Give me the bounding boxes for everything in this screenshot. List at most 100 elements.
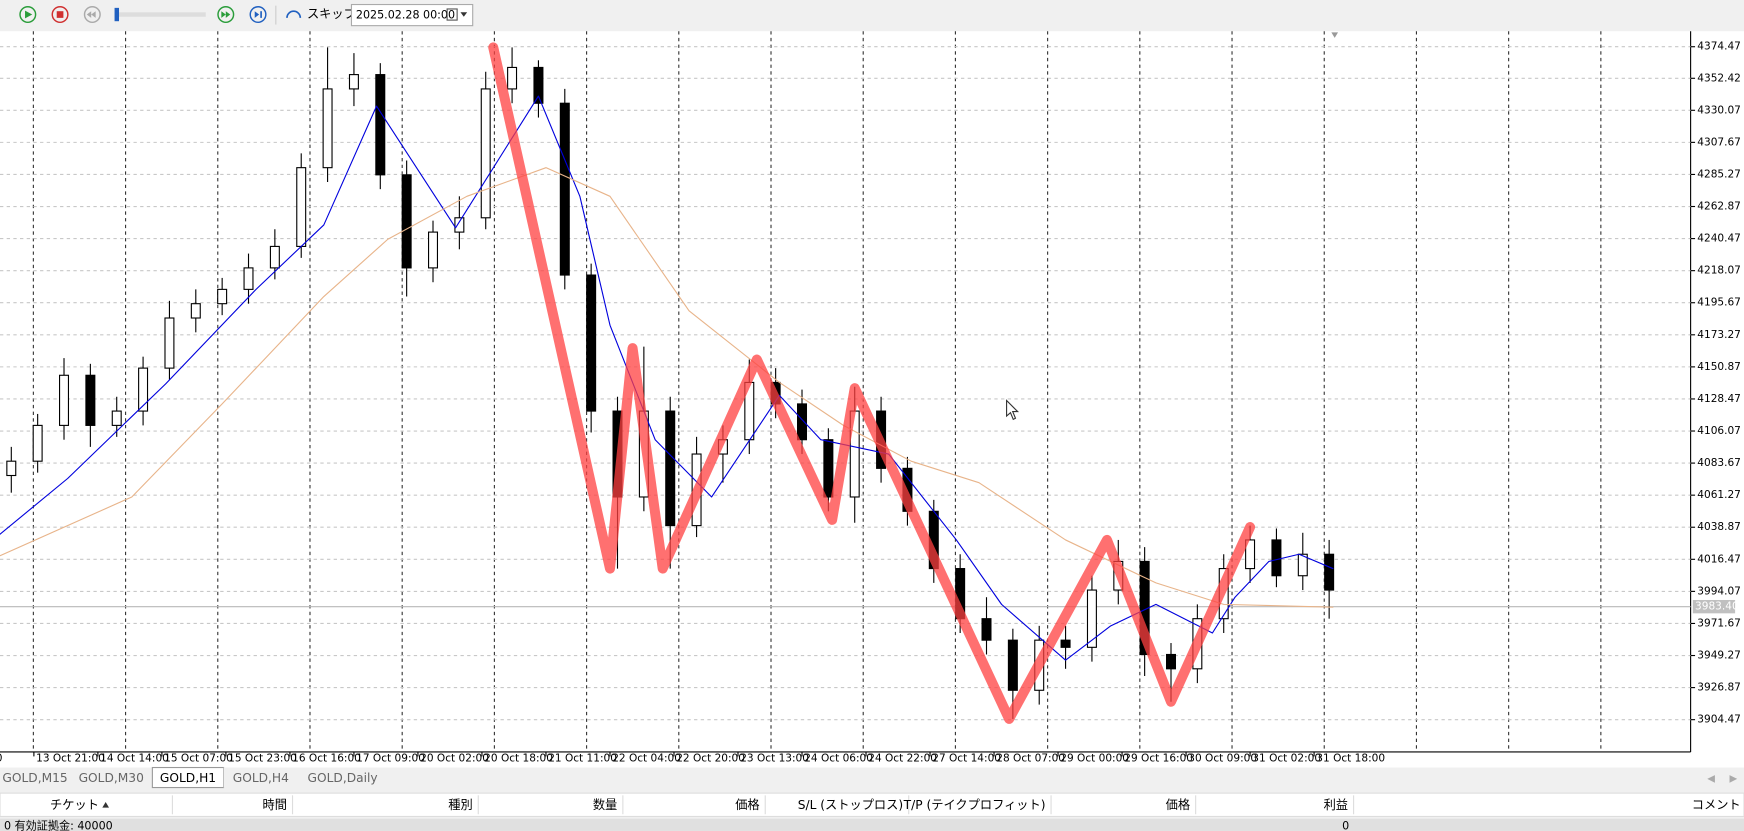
- tab-label[interactable]: GOLD,M30: [79, 771, 144, 785]
- scroll-right[interactable]: ▶: [1730, 774, 1738, 785]
- y-tick-label: 3949.27: [1697, 650, 1741, 662]
- candle-body: [480, 88, 491, 219]
- candle-body: [823, 439, 834, 498]
- y-tick-label: 4240.47: [1697, 233, 1741, 245]
- y-tick-label: 4218.07: [1697, 265, 1741, 277]
- mouse-cursor: [1006, 399, 1020, 421]
- candle-body: [375, 74, 386, 176]
- y-tick-label: 4150.87: [1697, 361, 1741, 373]
- x-tick-label: 20 Oct 18:00: [484, 753, 553, 765]
- y-tick-label: 4285.27: [1697, 168, 1741, 180]
- date-box[interactable]: [350, 3, 474, 27]
- shift-marker: [1331, 32, 1339, 38]
- play-button[interactable]: [19, 6, 37, 24]
- table-headers: チケット 時間 種別 数量 価格 S/L (ストップロス) T/P (テイクプロフィット) 価…: [50, 795, 1741, 815]
- rewind-button[interactable]: [83, 6, 101, 24]
- skip-icon[interactable]: [286, 10, 302, 18]
- fast-forward-button[interactable]: [217, 6, 235, 24]
- x-tick-label: 29 Oct 16:00: [1124, 753, 1193, 765]
- status-row: [0, 818, 1744, 831]
- column-header[interactable]: 価格: [1166, 797, 1190, 812]
- column-header[interactable]: 種別: [448, 798, 472, 812]
- y-tick-label: 4352.42: [1697, 72, 1741, 84]
- candle-body: [586, 274, 597, 412]
- tab-bar: [0, 767, 1744, 789]
- candle-body: [1086, 589, 1097, 648]
- candle-body: [1324, 553, 1335, 591]
- tab-label[interactable]: GOLD,M15: [2, 771, 67, 785]
- candle-body: [1060, 639, 1071, 648]
- y-tick-label: 4061.27: [1697, 489, 1741, 501]
- x-tick-label: 28 Oct 07:00: [996, 753, 1065, 765]
- column-header[interactable]: 時間: [263, 798, 287, 812]
- slider-thumb[interactable]: [114, 7, 120, 22]
- y-tick-label: 4038.87: [1697, 521, 1741, 533]
- y-tick-label: 4173.27: [1697, 329, 1741, 341]
- candle-body: [665, 410, 676, 527]
- x-tick-label: 27 Oct 14:00: [932, 753, 1001, 765]
- skip-label[interactable]: スキップ: [307, 7, 357, 21]
- x-tick-label: 13 Oct 21:00: [36, 753, 105, 765]
- tab[interactable]: [298, 767, 388, 788]
- candle-body: [348, 74, 359, 90]
- tab-label[interactable]: GOLD,H4: [233, 771, 289, 785]
- column-header[interactable]: 数量: [593, 797, 617, 812]
- x-tick-label: 15 Oct 23:00: [228, 753, 297, 765]
- date-value[interactable]: 2025.02.28 00:00: [356, 9, 455, 22]
- indicator-line: [0, 95, 1334, 661]
- tab[interactable]: [70, 767, 153, 788]
- y-tick-label: 4128.47: [1697, 393, 1741, 405]
- x-tick-label: 31 Oct 18:00: [1316, 753, 1385, 765]
- candle-body: [190, 303, 201, 319]
- candle-body: [322, 88, 333, 169]
- candle-body: [454, 217, 465, 233]
- candle-body: [217, 288, 228, 305]
- calendar-icon[interactable]: [446, 8, 458, 21]
- column-header[interactable]: チケット: [50, 798, 99, 812]
- candle-body: [533, 66, 544, 104]
- current-price-box: [1692, 599, 1736, 614]
- column-header[interactable]: 利益: [1324, 798, 1348, 812]
- x-tick-label: 23 Oct 13:00: [740, 753, 809, 765]
- stop-button[interactable]: [51, 6, 69, 24]
- candle-body: [981, 618, 992, 641]
- candle-body: [401, 174, 412, 269]
- column-header[interactable]: コメント: [1692, 798, 1741, 812]
- candle-body: [1297, 553, 1308, 577]
- scroll-left[interactable]: ◀: [1707, 774, 1715, 785]
- tabs: GOLD,M15 GOLD,M30 GOLD,H1 GOLD,H4 GOLD,Daily: [0, 766, 388, 789]
- candle-body: [559, 102, 570, 276]
- table-header: [0, 792, 1744, 818]
- x-tick-label: 22 Oct 20:00: [676, 753, 745, 765]
- tab[interactable]: [0, 767, 71, 788]
- column-header[interactable]: S/L (ストップロス): [798, 798, 903, 812]
- tab-label[interactable]: GOLD,Daily: [308, 771, 378, 785]
- sort-arrow[interactable]: [102, 802, 109, 808]
- y-tick-label: 3971.67: [1697, 617, 1741, 629]
- column-header[interactable]: 価格: [735, 797, 759, 812]
- x-tick-label: 30 Oct 09:00: [1188, 753, 1257, 765]
- candle-body: [1007, 639, 1018, 691]
- y-tick-label: 3904.47: [1697, 714, 1741, 726]
- x-tick-label: 14 Oct 14:00: [100, 753, 169, 765]
- y-tick-label: 3994.07: [1697, 585, 1741, 597]
- x-tick-label: 22 Oct 04:00: [612, 753, 681, 765]
- candle-body: [138, 367, 149, 412]
- x-tick-label: 17 Oct 09:00: [356, 753, 425, 765]
- column-header[interactable]: T/P (テイクプロフィット): [903, 798, 1046, 812]
- candle-body: [269, 245, 280, 269]
- dropdown-arrow[interactable]: [460, 12, 468, 17]
- candle-body: [507, 66, 518, 90]
- current-price-label: 3983.40: [1695, 601, 1739, 613]
- tab-label[interactable]: GOLD,H1: [160, 771, 216, 785]
- step-button[interactable]: [249, 6, 267, 24]
- tab[interactable]: [223, 767, 299, 788]
- profit-total: 0: [1342, 819, 1349, 831]
- y-tick-label: 4195.67: [1697, 297, 1741, 309]
- x-tick-label: 21 Oct 11:00: [548, 753, 617, 765]
- candle-body: [1165, 653, 1177, 670]
- speed-slider[interactable]: [114, 12, 206, 17]
- y-tick-label: 4083.67: [1697, 457, 1741, 469]
